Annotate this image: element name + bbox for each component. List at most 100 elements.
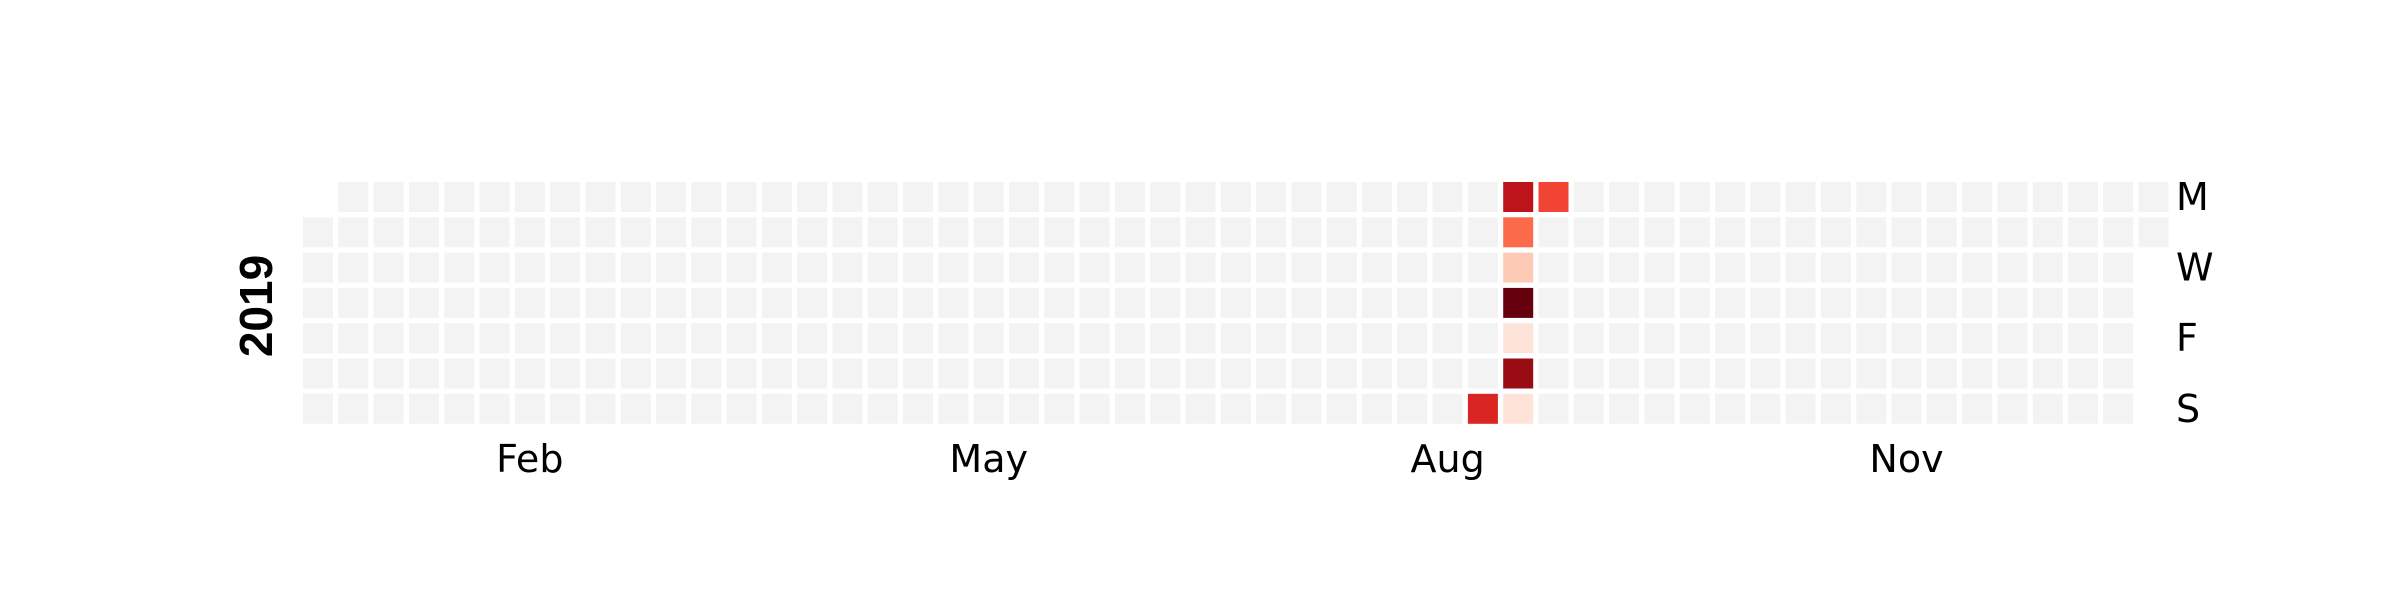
heatmap-cell [1432,323,1463,354]
heatmap-cell [303,393,333,424]
heatmap-cell [1644,393,1675,424]
heatmap-cell [1609,323,1640,354]
heatmap-cell [1079,323,1110,354]
heatmap-cell [585,182,616,212]
heatmap-cell [1220,182,1251,212]
heatmap-cell [2103,287,2134,318]
heatmap-cell [1009,323,1039,354]
heatmap-cell [1609,393,1640,424]
heatmap-cell [1856,217,1887,248]
heatmap-cell [1644,182,1675,212]
heatmap-cell [1220,358,1251,389]
heatmap-cell [1362,393,1392,424]
heatmap-cell [903,393,934,424]
heatmap-cell [1079,182,1110,212]
heatmap-cell [1609,358,1640,389]
heatmap-cell [550,393,581,424]
heatmap-cell [1997,358,2028,389]
heatmap-cell [1573,252,1604,283]
heatmap-cell [408,217,439,248]
heatmap-cell [479,358,510,389]
heatmap-cell [1079,393,1110,424]
heatmap-cell [832,358,863,389]
heatmap-cell [620,217,651,248]
heatmap-cell [973,393,1004,424]
heatmap-cell [1291,287,1322,318]
heatmap-cell [1856,252,1887,283]
heatmap-cell [1891,358,1922,389]
heatmap-cell [1750,287,1781,318]
heatmap-cell [1856,287,1887,318]
heatmap-cell [1785,393,1816,424]
heatmap-cell [1362,323,1392,354]
heatmap-cell [514,217,545,248]
heatmap-cell [1715,252,1745,283]
heatmap-cell [2068,182,2098,212]
heatmap-cell [1962,217,1993,248]
heatmap-cell [1891,252,1922,283]
heatmap-cell [444,393,475,424]
heatmap-cell [1644,252,1675,283]
heatmap-cell [1573,182,1604,212]
heatmap-cell [373,252,404,283]
heatmap-cell [1432,252,1463,283]
heatmap-cell [479,393,510,424]
heatmap-cell [1150,252,1181,283]
heatmap-cell [1256,358,1287,389]
heatmap-cell [1326,393,1357,424]
heatmap-cell [726,323,757,354]
heatmap-cell [797,252,828,283]
heatmap-cell [1785,217,1816,248]
heatmap-cell [1785,182,1816,212]
heatmap-cell [620,252,651,283]
heatmap-cell [1291,323,1322,354]
heatmap-cell [1856,393,1887,424]
heatmap-cell [1962,287,1993,318]
heatmap-cells [303,182,2169,424]
heatmap-cell [1573,393,1604,424]
heatmap-cell [2068,252,2098,283]
heatmap-cell [938,323,969,354]
heatmap-cell [726,287,757,318]
heatmap-cell [1891,323,1922,354]
heatmap-cell [1185,252,1216,283]
heatmap-cell [797,323,828,354]
heatmap-cell [761,252,792,283]
heatmap-cell [903,287,934,318]
heatmap-cell [1538,323,1569,354]
heatmap-cell [1997,287,2028,318]
heatmap-cell [1820,393,1851,424]
heatmap-cell [303,287,333,318]
heatmap-cell [1820,217,1851,248]
heatmap-cell [1079,287,1110,318]
heatmap-cell [1432,182,1463,212]
heatmap-cell [973,358,1004,389]
heatmap-cell [2138,182,2169,212]
heatmap-cell [338,252,369,283]
heatmap-cell [832,217,863,248]
heatmap-cell [938,217,969,248]
heatmap-cell [1503,287,1534,318]
heatmap-cell [1009,358,1039,389]
heatmap-cell [1326,252,1357,283]
heatmap-cell [620,393,651,424]
heatmap-cell [585,323,616,354]
heatmap-cell [1609,252,1640,283]
heatmap-cell [444,287,475,318]
heatmap-cell [1750,358,1781,389]
heatmap-cell [1256,182,1287,212]
heatmap-cell [2103,393,2134,424]
heatmap-cell [1397,217,1428,248]
heatmap-cell [585,358,616,389]
heatmap-cell [2138,217,2169,248]
heatmap-cell [973,323,1004,354]
heatmap-cell [867,358,898,389]
heatmap-cell [1467,182,1498,212]
heatmap-cell [1926,252,1957,283]
heatmap-cell [479,182,510,212]
heatmap-cell [1185,217,1216,248]
heatmap-cell [1220,217,1251,248]
heatmap-cell [1609,182,1640,212]
